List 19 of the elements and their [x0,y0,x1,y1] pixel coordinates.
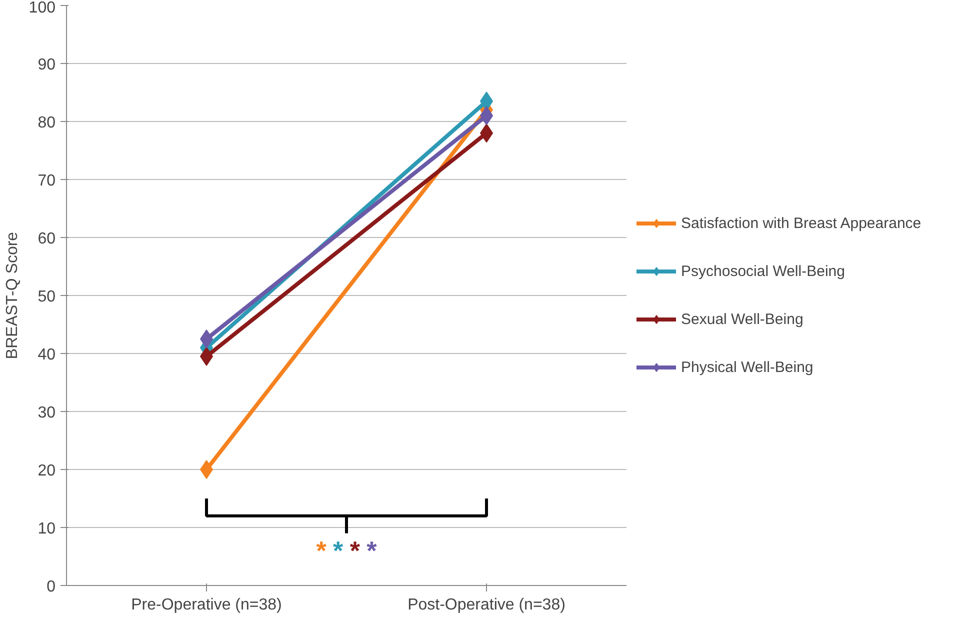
annotation: **** [316,536,378,566]
y-tick-label: 70 [38,172,56,190]
y-tick-label: 40 [38,346,56,364]
legend-label: Psychosocial Well-Being [681,262,845,280]
y-tick-label: 10 [38,520,56,538]
y-tick-label: 80 [38,114,56,132]
x-tick-label: Post-Operative (n=38) [408,596,566,614]
y-axis-title: BREAST-Q Score [4,232,21,360]
y-tick-label: 20 [38,462,56,480]
legend-label: Physical Well-Being [681,358,814,376]
legend-label: Sexual Well-Being [681,310,804,328]
y-tick-label: 90 [38,56,56,74]
y-tick-label: 30 [38,404,56,422]
legend-label: Satisfaction with Breast Appearance [681,214,922,232]
x-tick-label: Pre-Operative (n=38) [131,596,282,614]
y-tick-label: 0 [46,578,56,596]
y-tick-label: 100 [28,0,56,16]
y-tick-label: 50 [38,288,56,306]
y-tick-label: 60 [38,230,56,248]
